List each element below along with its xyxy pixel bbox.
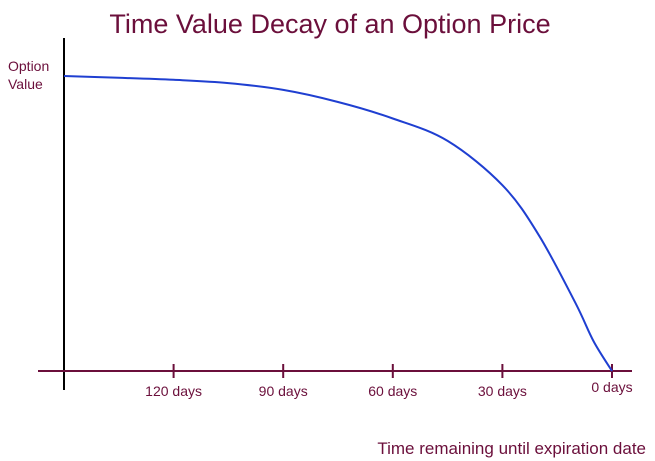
x-tick-label: 30 days <box>478 383 527 399</box>
y-axis-label-line-1: Option <box>8 58 49 74</box>
x-axis-label: Time remaining until expiration date <box>377 439 646 458</box>
x-tick-label: 60 days <box>368 383 417 399</box>
y-axis-label-line-2: Value <box>8 76 43 92</box>
series-line <box>63 75 613 372</box>
chart-title: Time Value Decay of an Option Price <box>109 9 550 39</box>
x-tick-label: 0 days <box>591 379 632 395</box>
x-tick-labels: 120 days 90 days 60 days 30 days 0 days <box>145 379 632 399</box>
x-tick-label: 120 days <box>145 383 202 399</box>
x-tick-label: 90 days <box>259 383 308 399</box>
